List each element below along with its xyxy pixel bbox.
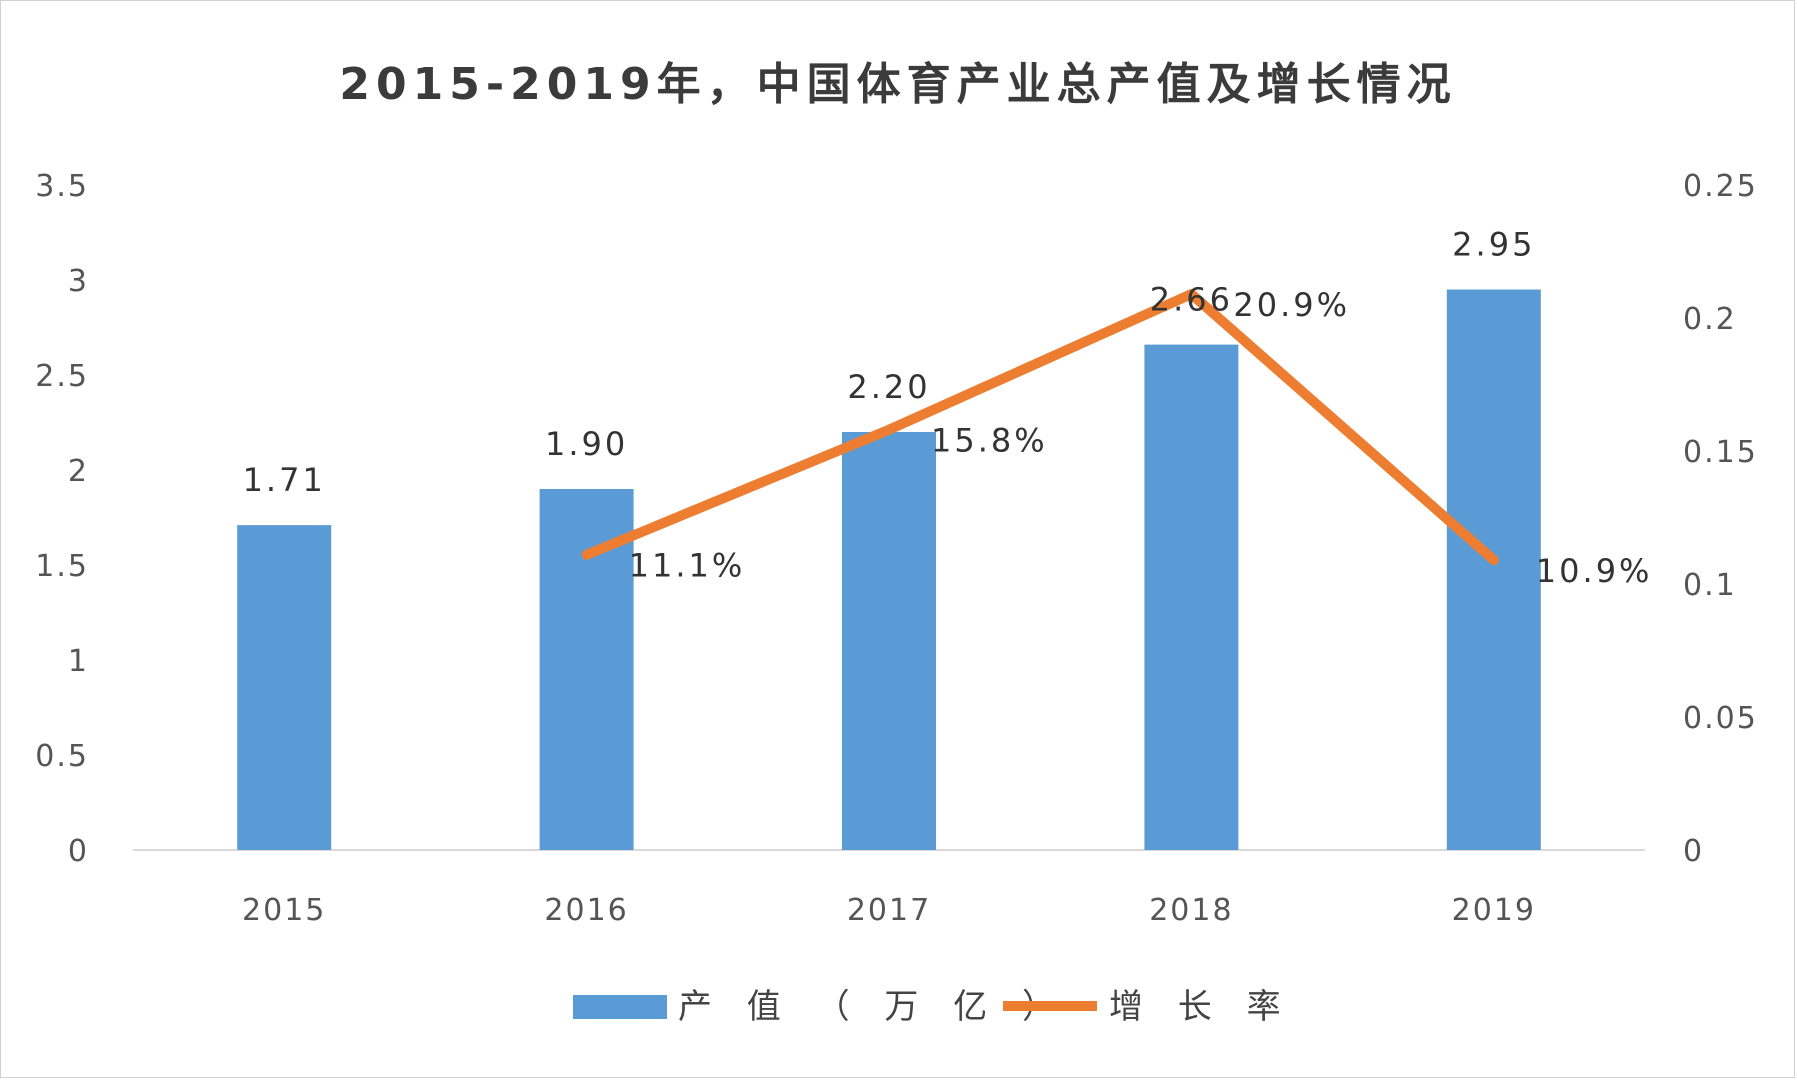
right-tick-label: 0.2 xyxy=(1683,302,1737,337)
bar xyxy=(1446,289,1541,850)
x-tick-label: 2018 xyxy=(1149,893,1233,928)
line-value-label: 20.9% xyxy=(1233,286,1350,324)
x-tick-label: 2016 xyxy=(544,893,628,928)
bar xyxy=(539,489,634,850)
legend-line-label: 增 长 率 xyxy=(1109,987,1293,1027)
x-tick-label: 2017 xyxy=(847,893,931,928)
right-tick-label: 0.25 xyxy=(1683,169,1758,204)
left-axis-ticks: 0 0.5 1 1.5 2 2.5 3 3.5 xyxy=(35,169,89,869)
left-tick-label: 0 xyxy=(68,834,89,869)
left-tick-label: 2 xyxy=(68,454,89,489)
legend-bar-swatch xyxy=(573,995,667,1019)
right-tick-label: 0.15 xyxy=(1683,435,1758,470)
left-tick-label: 1.5 xyxy=(35,549,89,584)
legend-bar-label: 产 值 （ 万 亿 ） xyxy=(678,987,1068,1027)
chart-title: 2015-2019年，中国体育产业总产值及增长情况 xyxy=(339,59,1456,110)
bar xyxy=(237,525,332,850)
bar-series xyxy=(237,289,1541,850)
growth-line xyxy=(581,289,1499,566)
left-tick-label: 0.5 xyxy=(35,739,89,774)
line-value-label: 11.1% xyxy=(629,547,746,585)
legend: 产 值 （ 万 亿 ） 增 长 率 xyxy=(573,987,1293,1027)
bar-data-labels: 1.71 1.90 2.20 2.66 2.95 xyxy=(243,226,1535,500)
x-axis-ticks: 2015 2016 2017 2018 2019 xyxy=(242,893,1536,928)
right-tick-label: 0.05 xyxy=(1683,701,1758,736)
bar-value-label: 1.71 xyxy=(243,461,326,499)
left-tick-label: 1 xyxy=(68,644,89,679)
bar-value-label: 2.95 xyxy=(1452,226,1535,264)
x-tick-label: 2015 xyxy=(242,893,326,928)
left-tick-label: 3 xyxy=(68,264,89,299)
left-tick-label: 3.5 xyxy=(35,169,89,204)
left-tick-label: 2.5 xyxy=(35,359,89,394)
bar xyxy=(1144,344,1239,850)
line-value-label: 10.9% xyxy=(1536,552,1653,590)
line-series xyxy=(581,289,1499,566)
bar-value-label: 2.66 xyxy=(1150,281,1233,319)
legend-line-swatch xyxy=(1003,1001,1097,1011)
right-tick-label: 0.1 xyxy=(1683,568,1737,603)
right-axis-ticks: 0 0.05 0.1 0.15 0.2 0.25 xyxy=(1683,169,1758,869)
x-tick-label: 2019 xyxy=(1452,893,1536,928)
bar-value-label: 1.90 xyxy=(545,425,628,463)
right-tick-label: 0 xyxy=(1683,834,1704,869)
line-data-labels: 11.1% 15.8% 20.9% 10.9% xyxy=(629,286,1653,590)
bar-value-label: 2.20 xyxy=(847,368,930,406)
bar xyxy=(842,432,936,850)
line-value-label: 15.8% xyxy=(931,422,1048,460)
